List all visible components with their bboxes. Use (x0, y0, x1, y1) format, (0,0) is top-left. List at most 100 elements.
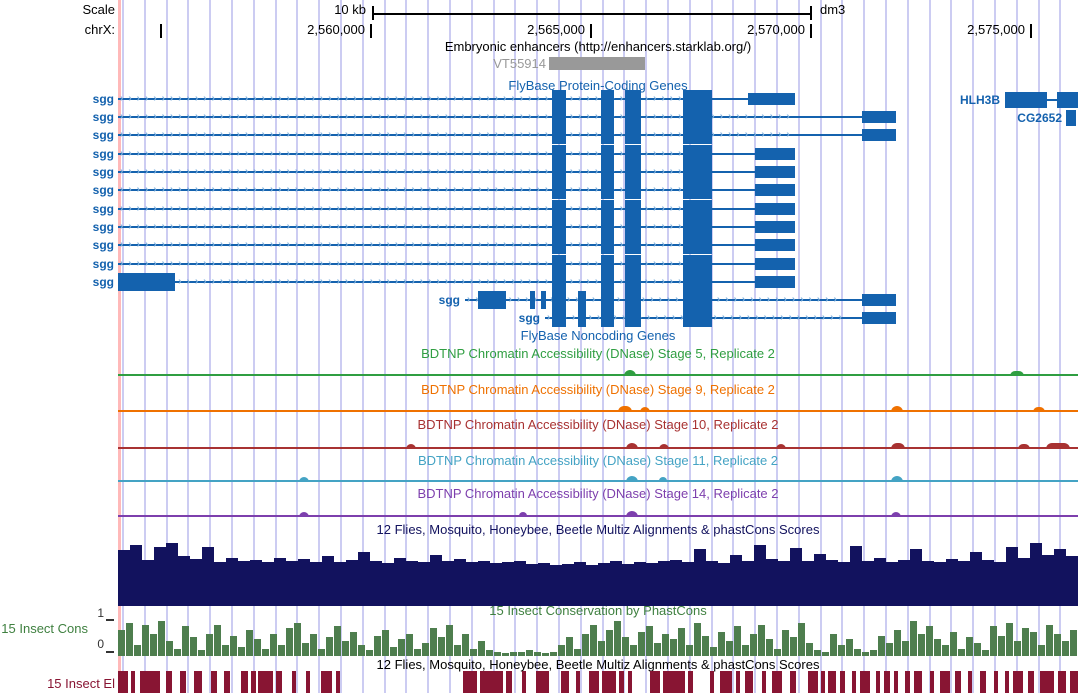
conserved-element-block[interactable] (852, 671, 856, 693)
conserved-element-block[interactable] (1013, 671, 1023, 693)
exon-block[interactable] (118, 273, 175, 291)
gene-intron-line[interactable] (118, 98, 795, 100)
exon-block[interactable] (601, 181, 614, 199)
exon-block[interactable] (625, 255, 641, 273)
exon-block[interactable] (552, 200, 566, 218)
exon-block[interactable] (625, 163, 641, 181)
exon-block[interactable] (601, 163, 614, 181)
exon-block[interactable] (552, 218, 566, 236)
gene-label[interactable]: sgg (92, 238, 114, 252)
conserved-element-block[interactable] (745, 671, 753, 693)
gene-intron-line[interactable] (118, 171, 795, 173)
conserved-element-block[interactable] (463, 671, 477, 693)
conserved-element-block[interactable] (940, 671, 950, 693)
conserved-element-block[interactable] (1058, 671, 1066, 693)
phastcons-histogram[interactable] (118, 619, 1078, 656)
exon-block[interactable] (683, 90, 712, 108)
exon-block[interactable] (552, 255, 566, 273)
exon-block[interactable] (552, 90, 566, 108)
exon-block[interactable] (625, 273, 641, 291)
exon-block[interactable] (625, 200, 641, 218)
terminal-exon-block[interactable] (755, 166, 795, 178)
conserved-element-block[interactable] (828, 671, 836, 693)
conserved-element-block[interactable] (968, 671, 972, 693)
conserved-element-block[interactable] (131, 671, 135, 693)
conserved-element-block[interactable] (1005, 671, 1009, 693)
conserved-element-block[interactable] (194, 671, 202, 693)
conserved-element-block[interactable] (840, 671, 845, 693)
conserved-element-block[interactable] (292, 671, 296, 693)
exon-block[interactable] (683, 291, 712, 309)
exon-block[interactable] (683, 200, 712, 218)
bdtnp-signal-baseline[interactable] (118, 374, 1078, 376)
terminal-exon-block[interactable] (755, 258, 795, 270)
conserved-element-block[interactable] (306, 671, 310, 693)
conserved-element-block[interactable] (602, 671, 616, 693)
terminal-exon-block[interactable] (862, 294, 896, 306)
exon-block[interactable] (683, 218, 712, 236)
conserved-element-block[interactable] (808, 671, 818, 693)
exon-block[interactable] (601, 273, 614, 291)
conserved-element-block[interactable] (650, 671, 660, 693)
conserved-element-block[interactable] (506, 671, 512, 693)
bdtnp-signal-baseline[interactable] (118, 515, 1078, 517)
exon-block[interactable] (625, 236, 641, 254)
exon-block[interactable] (552, 145, 566, 163)
exon-block[interactable] (683, 255, 712, 273)
gene-label[interactable]: sgg (92, 220, 114, 234)
terminal-exon-block[interactable] (755, 184, 795, 196)
conserved-element-block[interactable] (251, 671, 256, 693)
terminal-exon-block[interactable] (862, 312, 896, 324)
conserved-element-block[interactable] (211, 671, 217, 693)
conserved-element-block[interactable] (576, 671, 580, 693)
gene-label[interactable]: sgg (92, 147, 114, 161)
gene-intron-line[interactable] (545, 317, 896, 319)
terminal-exon-block[interactable] (755, 239, 795, 251)
insect-elements-left-label[interactable]: 15 Insect El (47, 676, 115, 691)
conserved-element-block[interactable] (980, 671, 986, 693)
conserved-element-block[interactable] (166, 671, 172, 693)
gene-label[interactable]: sgg (92, 165, 114, 179)
exon-block[interactable] (625, 108, 641, 126)
exon-block[interactable] (625, 218, 641, 236)
terminal-exon-block[interactable] (862, 129, 896, 141)
gene-intron-line[interactable] (118, 263, 795, 265)
exon-block[interactable] (578, 309, 586, 327)
exon-block[interactable] (541, 291, 546, 309)
exon-block[interactable] (1066, 110, 1076, 126)
gene-intron-line[interactable] (118, 116, 896, 118)
gene-intron-line[interactable] (118, 281, 795, 283)
exon-block[interactable] (578, 291, 586, 309)
enhancer-item-box[interactable] (549, 57, 645, 70)
conserved-element-block[interactable] (762, 671, 766, 693)
conserved-element-block[interactable] (688, 671, 693, 693)
terminal-exon-block[interactable] (748, 93, 795, 105)
exon-block[interactable] (601, 255, 614, 273)
terminal-exon-block[interactable] (862, 111, 896, 123)
exon-block[interactable] (552, 108, 566, 126)
conserved-element-block[interactable] (1040, 671, 1054, 693)
conserved-element-block[interactable] (224, 671, 230, 693)
exon-block[interactable] (601, 291, 614, 309)
conserved-element-block[interactable] (905, 671, 910, 693)
terminal-exon-block[interactable] (755, 221, 795, 233)
exon-block[interactable] (683, 108, 712, 126)
exon-block[interactable] (552, 309, 566, 327)
exon-block[interactable] (552, 163, 566, 181)
gene-label[interactable]: sgg (92, 183, 114, 197)
conserved-element-block[interactable] (589, 671, 599, 693)
terminal-exon-block[interactable] (755, 148, 795, 160)
gene-intron-line[interactable] (118, 226, 795, 228)
conserved-element-block[interactable] (894, 671, 898, 693)
conserved-element-block[interactable] (663, 671, 685, 693)
exon-block[interactable] (625, 309, 641, 327)
exon-block[interactable] (601, 108, 614, 126)
terminal-exon-block[interactable] (755, 203, 795, 215)
gene-label[interactable]: sgg (92, 257, 114, 271)
exon-block[interactable] (683, 273, 712, 291)
conserved-element-block[interactable] (930, 671, 934, 693)
multiz-conservation-histogram[interactable] (118, 543, 1078, 606)
conserved-element-block[interactable] (561, 671, 569, 693)
conserved-element-block[interactable] (118, 671, 128, 693)
gene-label[interactable]: sgg (92, 110, 114, 124)
